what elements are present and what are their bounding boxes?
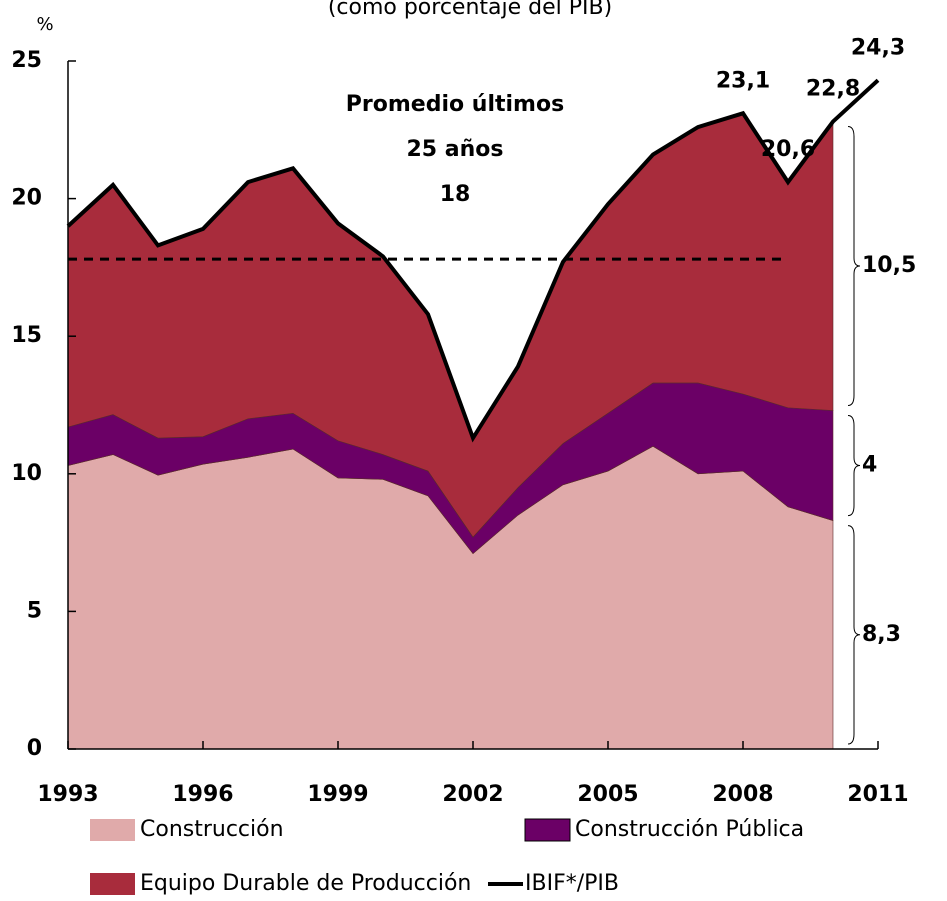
data-label: 20,6	[761, 137, 815, 162]
bracket	[847, 415, 861, 517]
segment-label: 10,5	[862, 253, 916, 278]
legend-label: Construcción	[140, 817, 284, 842]
y-tick-label: 5	[27, 598, 42, 623]
legend-swatch	[90, 819, 135, 841]
annotation: 18	[440, 182, 471, 207]
annotation: 25 años	[407, 137, 504, 162]
legend-label: Construcción Pública	[575, 817, 804, 842]
legend-label: IBIF*/PIB	[525, 871, 619, 896]
bracket	[847, 126, 861, 407]
y-tick-label: 20	[11, 186, 42, 211]
legend-swatch	[90, 873, 135, 895]
x-tick-label: 2005	[577, 782, 638, 807]
x-tick-label: 2008	[712, 782, 773, 807]
legend-swatch	[524, 818, 571, 842]
y-axis-label: %	[36, 14, 53, 35]
y-tick-label: 0	[27, 736, 42, 761]
annotation: Promedio últimos	[346, 92, 564, 117]
y-tick-label: 15	[11, 323, 42, 348]
segment-label: 4	[862, 453, 877, 478]
chart-title: (como porcentaje del PIB)	[328, 0, 612, 20]
data-label: 22,8	[806, 77, 860, 102]
bracket	[847, 525, 861, 745]
segment-label: 8,3	[862, 622, 901, 647]
x-tick-label: 2002	[442, 782, 503, 807]
legend-label: Equipo Durable de Producción	[140, 871, 471, 896]
x-tick-label: 2011	[847, 782, 908, 807]
y-tick-label: 25	[11, 48, 42, 73]
data-label: 24,3	[851, 35, 905, 60]
y-tick-label: 10	[11, 461, 42, 486]
x-tick-label: 1993	[37, 782, 98, 807]
line	[66, 78, 880, 443]
x-tick-label: 1999	[307, 782, 368, 807]
x-tick-label: 1996	[172, 782, 233, 807]
data-label: 23,1	[716, 68, 770, 93]
